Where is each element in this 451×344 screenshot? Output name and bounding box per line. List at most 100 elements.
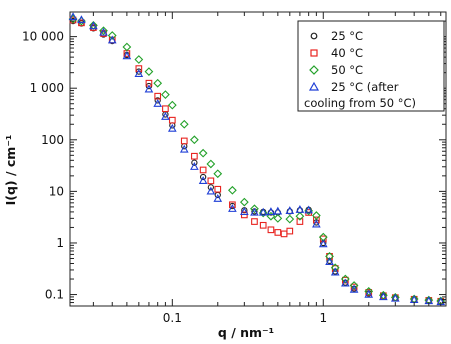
data-point-diamond [190, 135, 199, 145]
legend-label: 25 °C [331, 29, 363, 43]
data-point-square [191, 152, 198, 160]
data-point-triangle [122, 51, 132, 60]
legend-label: 25 °C (after [331, 80, 399, 94]
data-point-triangle [99, 27, 108, 36]
legend-marker-square [310, 49, 318, 57]
data-point-diamond [239, 197, 249, 207]
data-point-circle [191, 159, 198, 166]
data-point-diamond [213, 169, 223, 179]
data-point-triangle [153, 98, 163, 107]
data-point-triangle [364, 289, 374, 298]
legend: 25 °C 40 °C 50 °C 25 °C (after cooling f… [297, 20, 445, 112]
data-point-triangle [144, 84, 154, 93]
data-point-triangle [198, 176, 208, 184]
data-point-square [319, 235, 327, 243]
data-point-triangle [318, 239, 328, 248]
data-point-square [251, 218, 258, 225]
data-point-diamond [167, 100, 177, 110]
data-point-diamond [250, 204, 259, 214]
legend-label: 50 °C [331, 63, 363, 77]
data-point-diamond [107, 31, 117, 40]
legend-entry-25c: 25 °C [310, 29, 363, 43]
data-point-diamond [122, 42, 132, 52]
data-point-triangle [295, 205, 305, 213]
data-point-diamond [295, 211, 305, 221]
data-point-triangle [77, 15, 86, 24]
data-point-triangle [312, 219, 321, 228]
data-point-diamond [364, 287, 374, 296]
data-point-diamond [99, 26, 108, 36]
data-point-square [267, 226, 275, 234]
legend-label-continued: cooling from 50 °C) [304, 96, 416, 110]
y-tick-label: 100 [41, 133, 64, 147]
data-point-circle [199, 173, 207, 181]
data-point-square [207, 177, 215, 185]
data-point-diamond [206, 159, 216, 169]
data-point-square [180, 137, 188, 145]
data-point-triangle [206, 186, 216, 195]
y-tick-label: 1 000 [30, 81, 64, 95]
data-point-triangle [330, 267, 340, 276]
data-point-triangle [273, 206, 283, 215]
data-point-diamond [330, 263, 340, 273]
data-point-triangle [228, 204, 237, 212]
y-axis-title: I(q) / cm⁻¹ [3, 135, 18, 206]
legend-marker-triangle [308, 81, 320, 91]
x-tick-label: 1 [319, 311, 327, 325]
data-point-square [168, 116, 176, 124]
data-point-circle [207, 184, 215, 191]
data-point-square [296, 218, 304, 225]
data-point-square [199, 166, 207, 174]
data-point-diamond [228, 185, 237, 195]
data-point-diamond [179, 119, 189, 129]
data-point-triangle [325, 257, 334, 266]
data-point-triangle [89, 21, 98, 30]
legend-entry-25c-after-cooling: 25 °C (after cooling from 50 °C) [304, 80, 416, 110]
data-point-diamond [258, 208, 268, 218]
data-point-square [313, 216, 320, 224]
legend-label: 40 °C [331, 46, 363, 60]
data-point-diamond [198, 148, 208, 158]
data-point-triangle [134, 69, 144, 77]
data-point-diamond [349, 281, 359, 290]
data-point-triangle [285, 206, 295, 214]
data-point-diamond [161, 90, 170, 100]
data-point-triangle [341, 278, 350, 287]
data-point-square [274, 229, 282, 236]
x-tick-label: 0.1 [163, 311, 182, 325]
y-tick-label: 10 000 [22, 30, 64, 44]
legend-box [297, 20, 445, 112]
data-point-triangle [179, 144, 189, 153]
data-point-triangle [167, 123, 177, 132]
data-point-square [162, 105, 169, 113]
data-point-triangle [190, 162, 199, 170]
legend-entry-50c: 50 °C [309, 63, 363, 77]
data-point-triangle [390, 293, 400, 302]
data-point-diamond [325, 251, 334, 261]
legend-marker-diamond [309, 65, 319, 75]
data-point-diamond [378, 290, 388, 300]
y-tick-label: 0.1 [45, 288, 64, 302]
data-point-diamond [134, 55, 144, 64]
data-point-square [259, 221, 267, 229]
data-point-diamond [340, 274, 350, 284]
data-point-triangle [107, 35, 117, 44]
data-point-diamond [285, 214, 295, 224]
data-point-diamond [144, 67, 154, 76]
data-point-triangle [379, 292, 388, 301]
data-point-triangle [250, 207, 259, 216]
data-point-triangle [266, 207, 276, 216]
data-point-square [135, 65, 143, 72]
y-tick-label: 10 [49, 184, 64, 198]
data-point-diamond [304, 206, 314, 216]
data-point-triangle [258, 207, 268, 216]
data-point-circle [154, 97, 161, 104]
data-point-triangle [349, 284, 359, 293]
data-point-square [214, 185, 222, 193]
data-point-square [286, 227, 294, 235]
legend-entry-40c: 40 °C [310, 46, 363, 60]
data-point-triangle [240, 207, 249, 216]
data-point-square [229, 201, 236, 209]
y-tick-label: 1 [56, 236, 64, 250]
